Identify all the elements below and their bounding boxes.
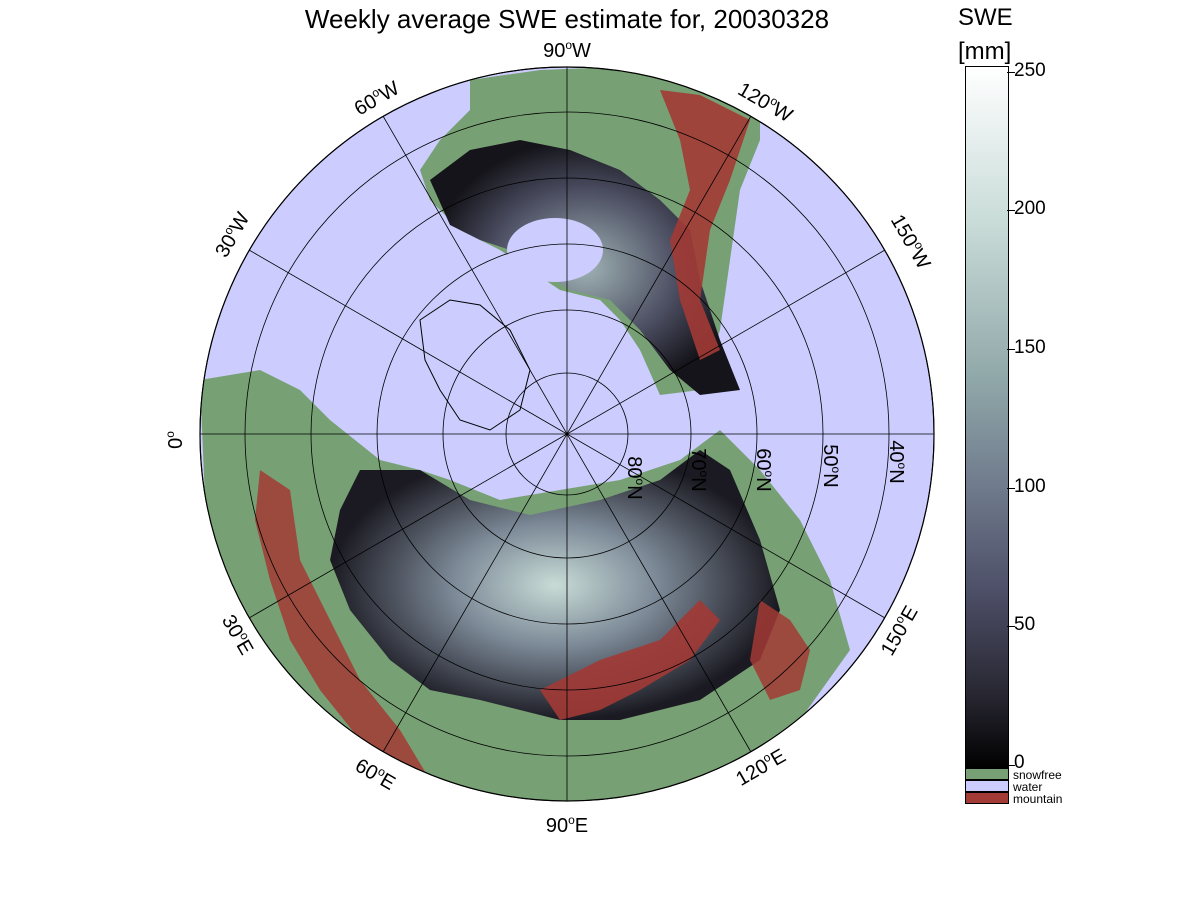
lat-label-80n: 80oN (623, 456, 647, 499)
legend-label-snowfree: snowfree (1013, 768, 1062, 782)
colorbar-title: SWE (958, 4, 1013, 31)
rockies-mountain (660, 90, 750, 360)
lon-label-90w: 90oW (543, 38, 591, 62)
lat-label-40n: 40oN (885, 440, 909, 483)
colorbar-tick (1007, 349, 1015, 350)
colorbar-tick-label: 50 (1014, 614, 1036, 635)
lat-label-60n: 60oN (752, 448, 776, 491)
colorbar-unit: [mm] (958, 38, 1012, 65)
colorbar (965, 66, 1009, 770)
colorbar-tick (1007, 488, 1015, 489)
meridian-150w-30e (248, 249, 886, 619)
lon-label-90e: 90oE (546, 813, 588, 837)
colorbar-tick (1007, 72, 1015, 73)
polar-swe-map: 90oW 120oW 150oW 180oW 150oE 120oE 90oE … (163, 38, 935, 837)
legend-swatch-snowfree (965, 768, 1009, 780)
colorbar-tick (1007, 765, 1015, 766)
legend-label-mountain: mountain (1013, 792, 1063, 806)
colorbar-tick-label: 0 (1014, 752, 1025, 773)
lon-label-60e: 60oE (351, 753, 400, 795)
legend-swatch-water (965, 780, 1009, 792)
europe-mountain (255, 470, 430, 790)
colorbar-tick-label: 200 (1014, 198, 1046, 219)
central-asia-mountain (540, 600, 720, 720)
colorbar-tick-label: 100 (1014, 476, 1046, 497)
lat-label-70n: 70oN (687, 448, 711, 491)
lat-label-50n: 50oN (819, 444, 843, 487)
east-asia-mountain (750, 600, 810, 700)
legend-swatch-mountain (965, 792, 1009, 804)
graticule (199, 66, 935, 802)
colorbar-tick (1007, 210, 1015, 211)
colorbar-tick-label: 250 (1014, 60, 1046, 81)
hudson-bay (507, 218, 603, 282)
greenland-outline (419, 299, 531, 431)
land-layer (200, 67, 850, 801)
map-title: Weekly average SWE estimate for, 2003032… (304, 4, 830, 34)
colorbar-tick-label: 150 (1014, 337, 1046, 358)
lon-label-150w: 150oW (886, 210, 935, 273)
colorbar-tick (1007, 626, 1015, 627)
lon-label-0: 0o (163, 431, 187, 449)
legend-label-water: water (1013, 780, 1043, 794)
latitude-labels: 80oN 70oN 60oN 50oN 40oN (623, 440, 909, 499)
